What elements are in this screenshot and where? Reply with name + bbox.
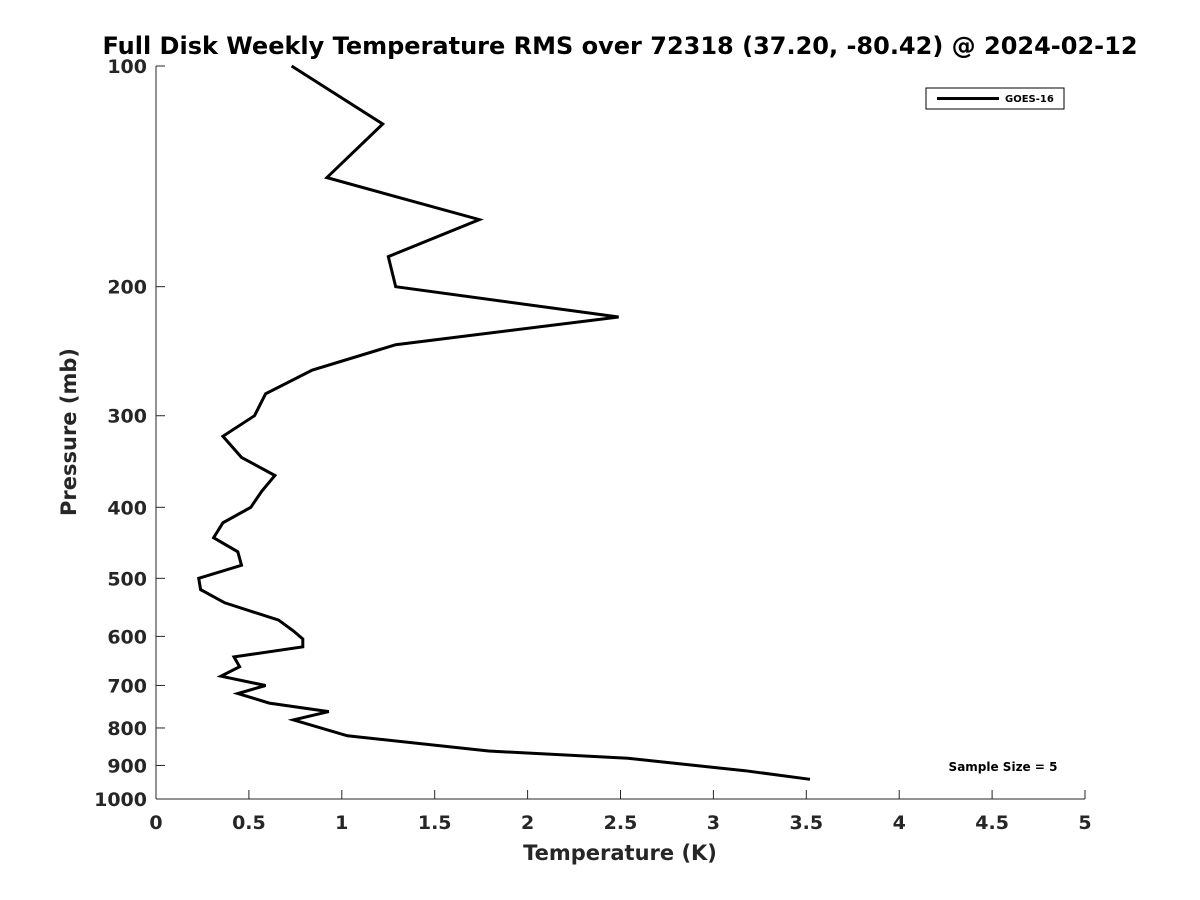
y-axis-label: Pressure (mb) [57,348,81,516]
y-tick-label: 700 [107,675,147,697]
y-tick-label: 1000 [94,789,147,811]
y-tick-label: 300 [107,406,147,428]
y-tick-label: 200 [107,277,147,299]
y-tick-label: 500 [107,568,147,590]
plot-axes: 0 0.5 1 1.5 2 2.5 3 3.5 4 4.5 5 100 200 300 400 500 600 7… [94,56,1092,834]
y-tick-label: 100 [107,56,147,78]
x-tick-label: 2.5 [604,812,638,834]
x-tick-label: 3.5 [789,812,823,834]
x-tick-label: 0 [149,812,162,834]
legend: GOES-16 [925,87,1065,110]
series-line-goes-16 [197,64,811,781]
x-axis-label: Temperature (K) [523,841,717,865]
y-tick-label: 400 [107,497,147,519]
y-tick-label: 600 [107,626,147,648]
sample-size-annotation: Sample Size = 5 [949,760,1058,774]
x-tick-label: 1.5 [418,812,452,834]
x-tick-label: 5 [1078,812,1091,834]
y-tick-label: 800 [107,718,147,740]
chart-title: Full Disk Weekly Temperature RMS over 72… [102,32,1137,60]
y-tick-label: 900 [107,755,147,777]
legend-series-label: GOES-16 [1005,94,1054,105]
series-layer [197,64,811,781]
x-tick-label: 4 [893,812,906,834]
x-tick-label: 4.5 [975,812,1009,834]
x-tick-label: 0.5 [232,812,266,834]
x-tick-label: 1 [335,812,348,834]
x-tick-label: 3 [707,812,720,834]
x-tick-label: 2 [521,812,534,834]
